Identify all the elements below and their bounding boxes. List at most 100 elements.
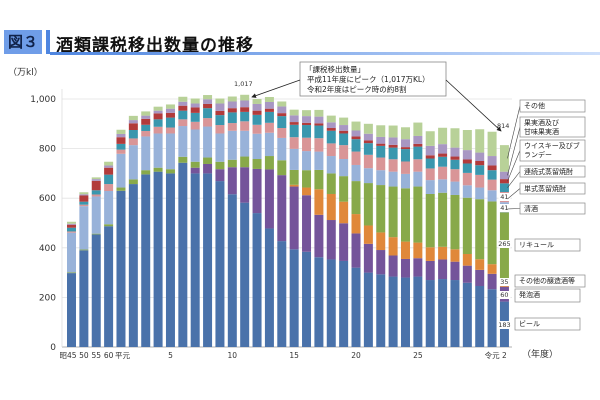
- y-axis-unit: （万kl）: [8, 67, 43, 78]
- bar-stack: [190, 98, 200, 347]
- bar-segment: [376, 250, 386, 275]
- bar-segment: [252, 168, 262, 214]
- bar-segment: [388, 237, 398, 256]
- bar-segment: [79, 194, 89, 196]
- bar-segment: [400, 147, 410, 150]
- bar-segment: [277, 241, 287, 347]
- bar-stack: [203, 95, 213, 347]
- bar-segment: [67, 232, 76, 273]
- bar-segment: [339, 130, 349, 134]
- bar-segment: [153, 113, 163, 120]
- bar-segment: [215, 115, 225, 126]
- bar-segment: [339, 201, 349, 224]
- bar-segment: [79, 250, 89, 347]
- bar-segment: [413, 242, 423, 259]
- bar-segment: [487, 165, 497, 171]
- bar-segment: [240, 202, 250, 347]
- figure-number-badge: 図３: [4, 30, 42, 54]
- bar-segment: [438, 153, 448, 157]
- bar-segment: [450, 280, 460, 347]
- bar-segment: [487, 264, 497, 274]
- bar-segment: [475, 259, 485, 270]
- bar-segment: [425, 145, 435, 156]
- bar-segment: [326, 122, 336, 129]
- bar-segment: [388, 276, 398, 347]
- bar-segment: [153, 110, 163, 114]
- legend-box: [519, 139, 586, 162]
- bar-segment: [264, 111, 274, 123]
- bar-stack: [302, 110, 312, 347]
- legend-leader-line: [507, 208, 521, 210]
- data-label-happoshu: 60: [500, 291, 508, 299]
- bar-segment: [264, 122, 274, 133]
- bar-segment: [302, 251, 312, 347]
- legend-leader-line: [507, 105, 521, 159]
- bar-stack: [388, 125, 398, 347]
- bar-segment: [128, 120, 138, 124]
- bar-segment: [67, 272, 76, 274]
- bar-segment: [128, 179, 138, 185]
- x-tick-label: 20: [351, 351, 361, 360]
- bar-segment: [487, 131, 497, 157]
- x-tick-label: 55: [91, 351, 101, 360]
- bar-segment: [400, 188, 410, 242]
- bar-segment: [438, 192, 448, 247]
- bar-segment: [116, 129, 126, 134]
- bar-segment: [91, 196, 101, 234]
- bar-segment: [227, 194, 237, 347]
- bar-segment: [438, 259, 448, 280]
- bar-stack: [363, 123, 373, 347]
- bar-segment: [302, 137, 312, 152]
- bar-stack: [438, 127, 448, 347]
- bar-segment: [215, 161, 225, 170]
- bar-segment: [67, 273, 76, 347]
- bar-segment: [425, 131, 435, 146]
- annotation-line-3: 令和2年度はピーク時の約8割: [307, 84, 407, 94]
- bar-segment: [400, 127, 410, 140]
- bar-segment: [190, 129, 200, 162]
- bar-segment: [425, 155, 435, 159]
- x-tick-label: 平元: [115, 351, 130, 360]
- legend-box: [519, 99, 586, 113]
- bar-segment: [413, 146, 423, 160]
- bar-stack: [178, 96, 188, 347]
- bar-segment: [141, 174, 151, 347]
- x-tick-label: 15: [289, 351, 299, 360]
- data-label-bg: [498, 204, 511, 212]
- bar-segment: [153, 126, 163, 134]
- bar-segment: [141, 130, 151, 137]
- bar-segment: [499, 171, 509, 180]
- bar-segment: [190, 112, 200, 122]
- bar-segment: [240, 100, 250, 108]
- data-label-beer: 183: [498, 321, 510, 329]
- bar-segment: [363, 143, 373, 155]
- bar-segment: [388, 159, 398, 172]
- bar-segment: [475, 161, 485, 166]
- bar-stack: [79, 192, 89, 347]
- bar-segment: [475, 174, 485, 188]
- bar-segment: [67, 231, 76, 233]
- legend-label: ビール: [519, 319, 540, 328]
- bar-segment: [438, 179, 448, 193]
- bar-segment: [450, 128, 460, 148]
- bar-segment: [425, 260, 435, 281]
- bar-segment: [190, 98, 200, 104]
- bar-segment: [475, 285, 485, 347]
- bar-segment: [425, 247, 435, 261]
- bar-stack: [128, 115, 138, 347]
- bar-segment: [326, 143, 336, 157]
- bar-segment: [363, 154, 373, 169]
- legend-box: [514, 317, 581, 331]
- bar-segment: [190, 107, 200, 113]
- bar-segment: [376, 170, 386, 186]
- bar-segment: [91, 180, 101, 191]
- bar-segment: [413, 171, 423, 187]
- bar-segment: [326, 259, 336, 347]
- bar-segment: [400, 241, 410, 259]
- bar-segment: [475, 269, 485, 286]
- bar-stack: [339, 117, 349, 347]
- bar-segment: [67, 227, 76, 232]
- legend-box: [519, 202, 586, 215]
- bar-segment: [413, 143, 423, 147]
- bar-segment: [475, 152, 485, 161]
